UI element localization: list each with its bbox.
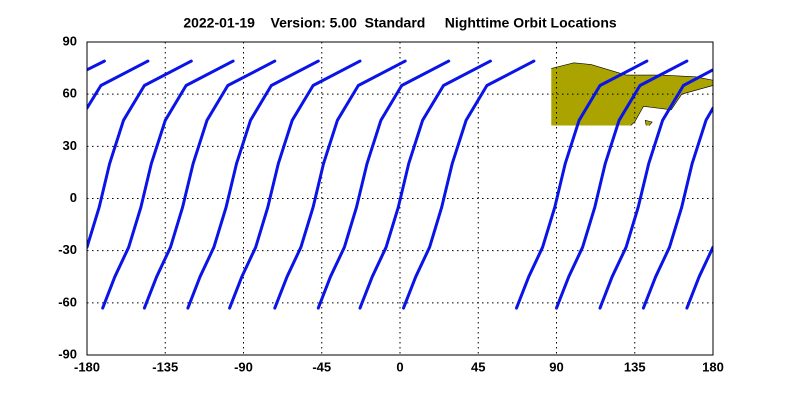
orbit-track	[358, 59, 492, 310]
orbit-tracks	[87, 59, 713, 310]
orbit-track	[186, 59, 320, 310]
land	[551, 63, 713, 126]
x-tick-label: -90	[234, 359, 253, 374]
x-tick-label: 45	[471, 359, 485, 374]
y-tick-label: 30	[63, 138, 77, 153]
orbit-track	[316, 59, 451, 310]
orbit-track	[685, 245, 713, 310]
land	[565, 190, 584, 209]
orbit-track	[142, 59, 277, 310]
orbit-track	[87, 59, 193, 249]
orbit-track	[87, 59, 106, 72]
y-tick-label: 90	[63, 33, 77, 48]
x-tick-label: 135	[624, 359, 646, 374]
x-tick-label: -45	[312, 359, 331, 374]
orbit-track	[402, 59, 536, 310]
y-tick-label: -60	[58, 294, 77, 309]
orbit-track	[641, 106, 713, 310]
x-tick-label: -135	[152, 359, 178, 374]
orbit-track	[555, 59, 689, 310]
x-tick-label: 180	[702, 359, 724, 374]
x-tick-label: 0	[396, 359, 403, 374]
y-tick-label: 60	[63, 86, 77, 101]
land	[108, 73, 304, 186]
orbit-track	[87, 59, 150, 110]
y-tick-label: -30	[58, 242, 77, 257]
x-tick-label: 90	[549, 359, 563, 374]
orbit-track	[598, 68, 713, 310]
orbit-track	[515, 59, 649, 310]
plot-frame	[86, 41, 714, 356]
y-tick-label: -90	[58, 346, 77, 361]
y-tick-label: 0	[70, 190, 77, 205]
x-tick-label: -180	[74, 359, 100, 374]
orbit-track	[273, 59, 407, 310]
land	[626, 120, 652, 126]
orbit-track	[101, 59, 235, 310]
land	[628, 200, 661, 216]
orbit-track	[228, 59, 362, 310]
chart-title: 2022-01-19 Version: 5.00 Standard Nightt…	[183, 15, 617, 31]
